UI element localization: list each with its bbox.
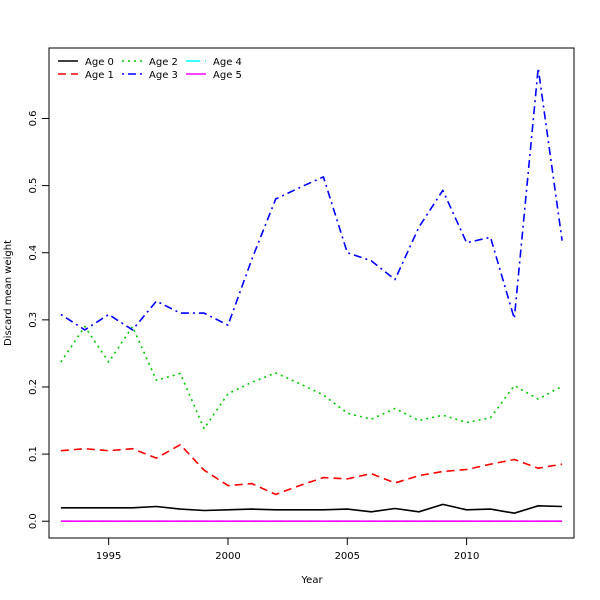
legend-label: Age 3	[149, 70, 178, 81]
legend-label: Age 2	[149, 57, 178, 68]
legend-label: Age 1	[85, 70, 114, 81]
x-tick-label: 2010	[454, 551, 479, 562]
x-tick-label: 1995	[96, 551, 121, 562]
y-tick-label: 0.4	[28, 245, 39, 261]
series-line-age-1	[60, 443, 563, 496]
legend-label: Age 5	[213, 70, 242, 81]
x-tick-label: 2000	[215, 551, 240, 562]
x-tick-label: 2005	[335, 551, 360, 562]
y-tick-label: 0.3	[28, 312, 39, 328]
y-axis-title: Discard mean weight	[3, 240, 14, 346]
legend-label: Age 0	[85, 57, 114, 68]
series-line-age-2	[60, 325, 563, 430]
series-layer	[60, 67, 563, 523]
series-line-age-0	[60, 503, 563, 515]
series-line-age-3	[60, 67, 563, 331]
legend-label: Age 4	[213, 57, 242, 68]
axes: 1995 2000 2005 2010 0.0 0.1 0.2 0.3 0.4 0.5 0.6	[28, 111, 479, 562]
plot-frame	[48, 47, 575, 539]
y-tick-label: 0.6	[28, 111, 39, 127]
legend: Age 0 Age 1 Age 2 Age 3 Age 4 Age 5	[58, 57, 242, 81]
y-tick-label: 0.0	[28, 513, 39, 529]
x-axis-title: Year	[300, 575, 323, 586]
y-tick-label: 0.2	[28, 379, 39, 395]
y-tick-label: 0.1	[28, 446, 39, 462]
y-tick-label: 0.5	[28, 178, 39, 194]
